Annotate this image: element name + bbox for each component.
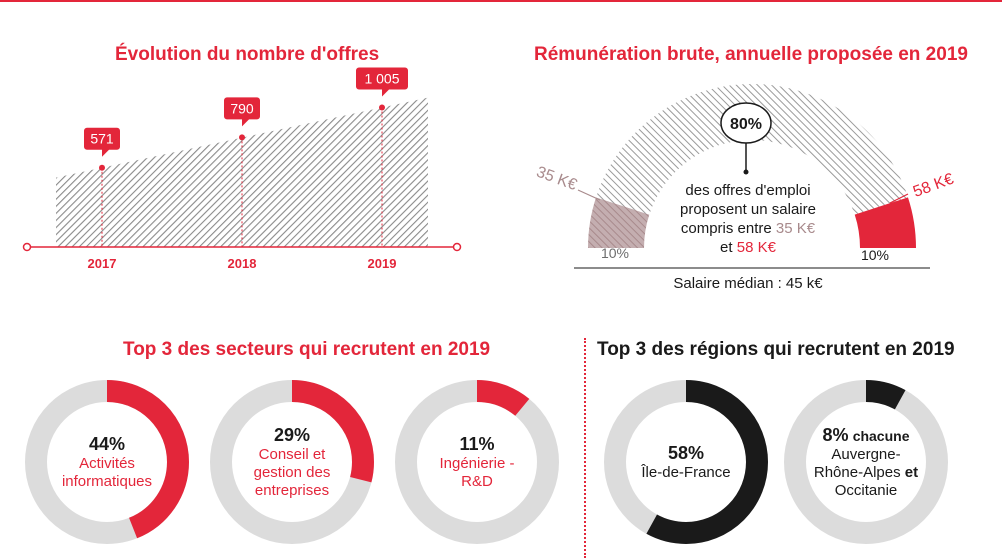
offers-area (56, 97, 428, 247)
sector-3-donut-value-arc (395, 380, 559, 544)
sector-2-text: 29% Conseil et gestion des entreprises (240, 426, 344, 500)
region-2-pct: 8% (822, 425, 849, 445)
salary-desc-high: 58 K€ (736, 239, 776, 256)
offers-value-label: 1 005 (364, 71, 399, 87)
salary-description: des offres d'emploi proposent un salaire… (648, 181, 848, 257)
offers-point (99, 164, 105, 171)
gauge-left-label: 35 K€ (534, 164, 579, 194)
region-2-name3: Occitanie (834, 482, 898, 499)
offers-x-tick-label: 2017 (88, 256, 117, 271)
axis-start-dot (22, 242, 32, 252)
sector-3-label: Ingénierie - R&D (439, 455, 515, 490)
region-1-label: Île-de-France (641, 464, 731, 481)
salary-desc-line2: proposent un salaire (680, 201, 816, 218)
region-1-text: 58% Île-de-France (636, 444, 736, 482)
offers-x-tick-label: 2019 (368, 256, 397, 271)
salary-desc-line4: et 58 K€ (720, 239, 776, 256)
offers-value-bubble (224, 97, 260, 127)
gauge-right-pct: 10% (861, 247, 889, 263)
offers-value-label: 790 (230, 100, 254, 116)
offers-point (239, 134, 245, 141)
gauge-center-pct: 80% (730, 116, 762, 133)
salary-desc-low: 35 K€ (775, 220, 816, 237)
gauge-pointer-dot (743, 169, 749, 175)
offers-value-bubble (356, 67, 408, 97)
gauge-segment-low (588, 197, 650, 248)
section-divider (584, 338, 586, 558)
region-2-name1: Auvergne- (831, 446, 901, 463)
sector-3-pct: 11% (459, 434, 495, 454)
offers-value-label: 571 (90, 131, 114, 147)
sector-1-label: Activités informatiques (61, 455, 153, 490)
sector-1-donut-value-arc (25, 380, 189, 544)
gauge-left-tick (577, 189, 601, 201)
gauge-left-pct: 10% (601, 245, 629, 261)
region-2-text: 8% chacune Auvergne- Rhône-Alpes et Occi… (806, 426, 926, 500)
offers-point (379, 104, 385, 111)
region-1-donut-value-arc (604, 380, 768, 544)
gauge-right-label: 58 K€ (911, 171, 956, 201)
sector-1-pct: 44% (88, 434, 126, 454)
sectors-title: Top 3 des secteurs qui recrutent en 2019 (123, 339, 491, 360)
salary-chart-title: Rémunération brute, annuelle proposée en… (534, 44, 968, 65)
region-2-chacune: chacune (852, 428, 910, 444)
sector-1-text: 44% Activités informatiques (52, 435, 162, 491)
region-1-pct: 58% (667, 443, 705, 463)
region-2-heading: 8% chacune (806, 426, 926, 446)
axis-end-dot (452, 242, 462, 252)
salary-desc-line3: compris entre 35 K€ (680, 220, 816, 237)
offers-x-tick-label: 2018 (228, 256, 257, 271)
gauge-right-tick (889, 193, 909, 204)
offers-value-bubble (84, 127, 120, 157)
offers-chart-title: Évolution du nombre d'offres (115, 44, 380, 65)
regions-title: Top 3 des régions qui recrutent en 2019 (597, 339, 955, 360)
region-2-line2: Rhône-Alpes et (813, 464, 919, 481)
sector-2-donut-value-arc (210, 380, 374, 544)
sector-2-pct: 29% (273, 425, 311, 445)
sector-3-text: 11% Ingénierie - R&D (425, 435, 529, 491)
top-rule (0, 0, 1002, 2)
salary-desc-line1: des offres d'emploi (685, 182, 811, 199)
gauge-segment-mid (596, 84, 908, 215)
sector-2-label: Conseil et gestion des entreprises (253, 446, 331, 499)
salary-median: Salaire médian : 45 k€ (673, 275, 823, 292)
gauge-segment-high (854, 197, 916, 248)
region-2-donut-value-arc (784, 380, 948, 544)
